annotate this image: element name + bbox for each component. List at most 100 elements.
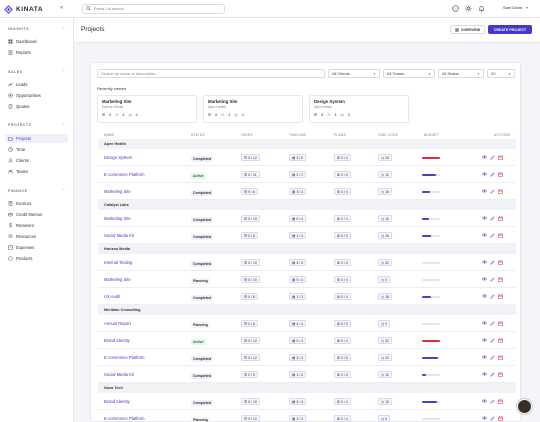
edit-icon[interactable] [490, 293, 495, 299]
project-name-link[interactable]: Brand Identity [104, 337, 130, 343]
column-header-name[interactable]: NAME [104, 133, 115, 137]
sidebar-item-projects[interactable]: Projects [5, 134, 68, 143]
calendar-icon[interactable] [498, 320, 503, 326]
time-logs-pill[interactable]: ◷ 22 [378, 354, 392, 361]
view-icon[interactable] [482, 320, 487, 326]
table-row[interactable]: Marketing Site Completed ☰ 0 / 6 ▤ 3 / 4 ⊞ 0 / … [98, 183, 516, 200]
sidebar-section-finance[interactable]: FINANCE [8, 189, 28, 193]
help-icon[interactable]: ? [451, 5, 459, 13]
timeline-pill[interactable]: ▤ 4 / 5 [289, 259, 307, 266]
column-header-time-logs[interactable]: TIME LOGS [378, 133, 399, 137]
view-icon[interactable] [482, 293, 487, 299]
edit-icon[interactable] [490, 398, 495, 404]
sidebar-item-retainers[interactable]: $ Retainers [5, 221, 68, 230]
calendar-icon[interactable] [498, 354, 503, 360]
edit-icon[interactable] [490, 415, 495, 421]
project-name-link[interactable]: E-commerce Platform [104, 171, 145, 177]
sidebar-item-opportunities[interactable]: Opportunities [5, 91, 68, 100]
timeline-pill[interactable]: ▤ 3 / 4 [289, 188, 307, 195]
time-logs-pill[interactable]: ◷ 22 [378, 337, 392, 344]
plans-pill[interactable]: ⊞ 0 / 3 [334, 259, 351, 266]
table-row[interactable]: Design System Completed ☰ 0 / 12 ▤ 3 / 6 ⊞ 0 / … [98, 149, 516, 166]
sidebar-item-credit-memos[interactable]: Credit Memos [5, 210, 68, 219]
timeline-pill[interactable]: ▤ 2 / 2 [289, 171, 307, 178]
plans-pill[interactable]: ⊞ 0 / 4 [334, 276, 351, 283]
sidebar-item-dashboard[interactable]: Dashboard [5, 37, 68, 46]
tasks-pill[interactable]: ☰ 0 / 10 [241, 398, 260, 405]
status-filter-select[interactable]: All Status ▼ [438, 69, 484, 78]
view-icon[interactable] [482, 188, 487, 194]
tasks-pill[interactable]: ☰ 0 / 6 [241, 320, 258, 327]
table-row[interactable]: E-commerce Platform Planning ☰ 0 / 12 ▤ 2 / 4… [98, 410, 516, 422]
sidebar-item-quotes[interactable]: Quotes [5, 102, 68, 111]
calendar-icon[interactable] [498, 371, 503, 377]
chevron-up-icon[interactable]: ⌃ [62, 122, 66, 127]
edit-icon[interactable] [490, 171, 495, 177]
project-name-link[interactable]: Marketing Site [104, 215, 131, 221]
calendar-icon[interactable] [498, 154, 503, 160]
view-icon[interactable] [482, 171, 487, 177]
timeline-pill[interactable]: ▤ 1 / 3 [289, 232, 307, 239]
calendar-icon[interactable] [498, 337, 503, 343]
table-row[interactable]: Brand Identity Completed ☰ 0 / 10 ▤ 3 / 4 ⊞ 0 /… [98, 393, 516, 410]
view-icon[interactable] [482, 415, 487, 421]
tasks-pill[interactable]: ☰ 0 / 8 [241, 232, 258, 239]
sidebar-section-projects[interactable]: PROJECTS [8, 123, 32, 127]
plans-pill[interactable]: ⊞ 0 / 3 [334, 232, 351, 239]
plans-pill[interactable]: ⊞ 0 / 5 [334, 354, 351, 361]
calendar-icon[interactable] [498, 171, 503, 177]
plans-pill[interactable]: ⊞ 0 / 5 [334, 171, 351, 178]
plans-pill[interactable]: ⊞ 0 / 3 [334, 371, 351, 378]
sidebar-item-leads[interactable]: Leads [5, 80, 68, 89]
view-icon[interactable] [482, 337, 487, 343]
calendar-icon[interactable] [498, 293, 503, 299]
time-logs-pill[interactable]: ◷ 16 [378, 188, 392, 195]
chevron-up-icon[interactable]: ⌃ [62, 26, 66, 31]
sidebar-item-reports[interactable]: Reports [5, 48, 68, 57]
time-logs-pill[interactable]: ◷ 0 [378, 320, 391, 327]
time-logs-pill[interactable]: ◷ 12 [378, 398, 392, 405]
plans-pill[interactable]: ⊞ 0 / 4 [334, 337, 351, 344]
plans-pill[interactable]: ⊞ 0 / 4 [334, 415, 351, 422]
column-header-plans[interactable]: PLANS [334, 133, 346, 137]
edit-icon[interactable] [490, 215, 495, 221]
sidebar-item-expenses[interactable]: Expenses [5, 243, 68, 252]
timeline-pill[interactable]: ▤ 3 / 4 [289, 398, 307, 405]
plans-pill[interactable]: ⊞ 0 / 3 [334, 320, 351, 327]
time-logs-pill[interactable]: ◷ 10 [378, 371, 392, 378]
timeline-pill[interactable]: ▤ 0 / 4 [289, 276, 307, 283]
tasks-pill[interactable]: ☰ 0 / 12 [241, 354, 260, 361]
tasks-pill[interactable]: ☰ 0 / 10 [241, 259, 260, 266]
project-name-link[interactable]: E-commerce Platform [104, 415, 145, 421]
project-name-link[interactable]: Social Media Kit [104, 371, 135, 377]
project-name-link[interactable]: Internal Tooling [104, 259, 133, 265]
edit-icon[interactable] [490, 354, 495, 360]
timeline-pill[interactable]: ▤ 0 / 4 [289, 215, 307, 222]
table-row[interactable]: E-commerce Platform Completed ☰ 0 / 12 ▤ 3 / … [98, 349, 516, 366]
time-logs-pill[interactable]: ◷ 10 [378, 215, 392, 222]
assistant-avatar-button[interactable] [517, 399, 532, 414]
global-search-input[interactable]: Press / to search [82, 3, 225, 14]
timeline-pill[interactable]: ▤ 1 / 3 [289, 293, 307, 300]
table-row[interactable]: E-commerce Platform Active ☰ 0 / 11 ▤ 2 / 2 ⊞ 0… [98, 166, 516, 183]
time-logs-pill[interactable]: ◷ 22 [378, 259, 392, 266]
tasks-pill[interactable]: ☰ 0 / 12 [241, 337, 260, 344]
sidebar-item-teams[interactable]: Teams [5, 167, 68, 176]
calendar-icon[interactable] [498, 398, 503, 404]
project-name-link[interactable]: Marketing Site [104, 276, 131, 282]
tasks-pill[interactable]: ☰ 0 / 10 [241, 215, 260, 222]
edit-icon[interactable] [490, 232, 495, 238]
recent-project-card[interactable]: Design System Apex Health ☰ 6 ⚇ 4 ◷ 3 [309, 95, 409, 123]
tasks-pill[interactable]: ☰ 0 / 8 [241, 293, 258, 300]
user-menu[interactable]: Sam Davis ▼ [503, 5, 529, 10]
teams-filter-select[interactable]: All Teams ▼ [383, 69, 435, 78]
plans-pill[interactable]: ⊞ 0 / 4 [334, 215, 351, 222]
column-header-tasks[interactable]: TASKS [241, 133, 253, 137]
time-logs-pill[interactable]: ◷ 0 [378, 415, 391, 422]
plans-pill[interactable]: ⊞ 0 / 4 [334, 293, 351, 300]
column-header-status[interactable]: STATUS [191, 133, 205, 137]
calendar-icon[interactable] [498, 188, 503, 194]
time-logs-pill[interactable]: ◷ 26 [378, 232, 392, 239]
table-row[interactable]: Social Media Kit Completed ☰ 0 / 8 ▤ 1 / 3 ⊞ 0 … [98, 227, 516, 244]
app-logo[interactable]: KINATA [4, 4, 43, 14]
